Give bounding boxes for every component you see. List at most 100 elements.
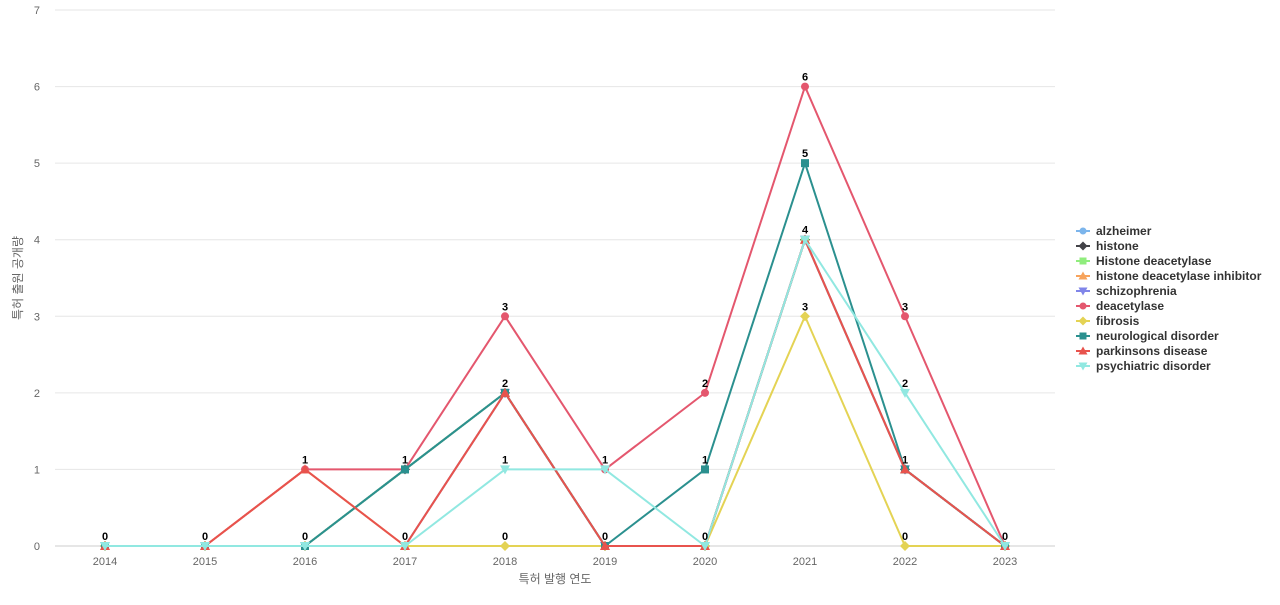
legend-label-psychiatric-disorder: psychiatric disorder <box>1096 359 1211 373</box>
legend-marker-psychiatric-disorder <box>1078 362 1088 371</box>
data-point-neurological-disorder <box>401 465 409 474</box>
y-tick-label: 2 <box>34 388 40 400</box>
y-axis-title: 특허 출원 공개량 <box>11 236 25 320</box>
legend-label-histone-deacetylase-inhibitor: histone deacetylase inhibitor <box>1096 269 1262 283</box>
data-point-fibrosis <box>800 311 810 322</box>
series-line-psychiatric-disorder <box>105 238 1006 547</box>
x-tick-label: 2014 <box>93 556 117 568</box>
data-point-psychiatric-disorder <box>700 542 710 551</box>
legend-marker-schizophrenia <box>1078 287 1088 296</box>
legend-item-histone-deacetylase: Histone deacetylase <box>1076 254 1212 268</box>
legend-item-fibrosis: fibrosis <box>1076 314 1140 328</box>
legend-marker-alzheimer <box>1079 227 1087 235</box>
data-label: 0 <box>902 531 908 543</box>
legend-item-schizophrenia: schizophrenia <box>1076 284 1177 298</box>
data-point-psychiatric-disorder <box>400 542 410 551</box>
data-point-parkinsons-disease <box>300 464 310 474</box>
data-point-parkinsons-disease <box>500 387 510 397</box>
series-lines <box>100 82 1010 551</box>
legend-item-deacetylase: deacetylase <box>1076 299 1164 313</box>
data-label: 0 <box>302 531 308 543</box>
y-tick-label: 6 <box>34 82 40 94</box>
data-label: 2 <box>902 378 908 390</box>
legend-label-parkinsons-disease: parkinsons disease <box>1096 344 1208 358</box>
y-tick-label: 4 <box>34 235 40 247</box>
data-point-fibrosis <box>900 541 910 551</box>
data-labels: 0 0 1 0 1 0 3 2 1 0 1 0 2 1 0 6 5 4 3 3 2 1 0 0 <box>102 72 1008 543</box>
data-label: 2 <box>702 378 708 390</box>
y-tick-label: 7 <box>34 5 40 17</box>
data-point-parkinsons-disease <box>600 541 610 550</box>
data-label: 3 <box>802 301 808 313</box>
data-point-psychiatric-disorder <box>500 465 510 475</box>
x-tick-label: 2015 <box>193 556 217 568</box>
legend-marker-deacetylase <box>1079 302 1087 310</box>
legend-marker-neurological-disorder <box>1079 332 1087 340</box>
data-label: 4 <box>802 225 809 237</box>
x-tick-label: 2022 <box>893 556 917 568</box>
y-tick-label: 0 <box>34 541 40 553</box>
x-tick-label: 2021 <box>793 556 817 568</box>
legend-marker-histone-deacetylase <box>1079 257 1087 265</box>
legend-marker-parkinsons-disease <box>1078 346 1088 355</box>
legend-item-psychiatric-disorder: psychiatric disorder <box>1076 359 1211 373</box>
x-tick-label: 2017 <box>393 556 417 568</box>
data-label: 0 <box>402 531 408 543</box>
data-point-neurological-disorder <box>801 159 809 168</box>
x-tick-label: 2018 <box>493 556 517 568</box>
legend-label-histone: histone <box>1096 239 1139 253</box>
data-point-psychiatric-disorder <box>100 542 110 551</box>
data-label: 1 <box>302 454 308 466</box>
data-label: 1 <box>902 454 908 466</box>
legend-label-alzheimer: alzheimer <box>1096 224 1152 238</box>
data-label: 3 <box>502 301 508 313</box>
data-point-deacetylase <box>901 312 909 321</box>
data-label: 1 <box>502 454 508 466</box>
data-point-psychiatric-disorder <box>600 465 610 475</box>
data-label: 3 <box>902 301 908 313</box>
legend-label-histone-deacetylase: Histone deacetylase <box>1096 254 1212 268</box>
legend-label-schizophrenia: schizophrenia <box>1096 284 1177 298</box>
legend-marker-histone <box>1078 241 1088 251</box>
y-tick-label: 5 <box>34 158 40 170</box>
legend-label-fibrosis: fibrosis <box>1096 314 1140 328</box>
series-fibrosis <box>100 311 1010 551</box>
legend-marker-histone-deacetylase-inhibitor <box>1078 271 1088 280</box>
data-label: 0 <box>502 531 508 543</box>
data-point-psychiatric-disorder <box>900 388 910 398</box>
x-tick-label: 2023 <box>993 556 1017 568</box>
legend-item-parkinsons-disease: parkinsons disease <box>1076 344 1208 358</box>
y-tick-label: 3 <box>34 311 40 323</box>
data-label: 1 <box>402 454 408 466</box>
data-label: 0 <box>602 531 608 543</box>
x-tick-label: 2020 <box>693 556 717 568</box>
data-point-parkinsons-disease <box>900 464 910 474</box>
data-point-neurological-disorder <box>701 465 709 474</box>
grid-lines <box>55 9 1055 470</box>
data-label: 2 <box>502 378 508 390</box>
data-label: 0 <box>1002 531 1008 543</box>
legend-item-neurological-disorder: neurological disorder <box>1076 329 1219 343</box>
x-tick-label: 2016 <box>293 556 317 568</box>
data-point-psychiatric-disorder <box>200 542 210 551</box>
data-point-psychiatric-disorder <box>800 235 810 245</box>
legend-item-alzheimer: alzheimer <box>1076 224 1152 238</box>
data-point-deacetylase <box>701 388 709 397</box>
series-line-fibrosis <box>105 315 1005 547</box>
legend-label-deacetylase: deacetylase <box>1096 299 1164 313</box>
data-label: 0 <box>702 531 708 543</box>
series-psychiatric-disorder <box>100 235 1010 551</box>
data-point-psychiatric-disorder <box>300 542 310 551</box>
data-point-deacetylase <box>501 312 509 321</box>
data-label: 0 <box>202 531 208 543</box>
data-label: 1 <box>602 454 608 466</box>
legend-item-histone-deacetylase-inhibitor: histone deacetylase inhibitor <box>1076 269 1262 283</box>
legend-label-neurological-disorder: neurological disorder <box>1096 329 1219 343</box>
data-point-fibrosis <box>500 541 510 551</box>
y-tick-label: 1 <box>34 464 40 476</box>
data-label: 1 <box>702 454 708 466</box>
legend-item-histone: histone <box>1076 239 1139 253</box>
